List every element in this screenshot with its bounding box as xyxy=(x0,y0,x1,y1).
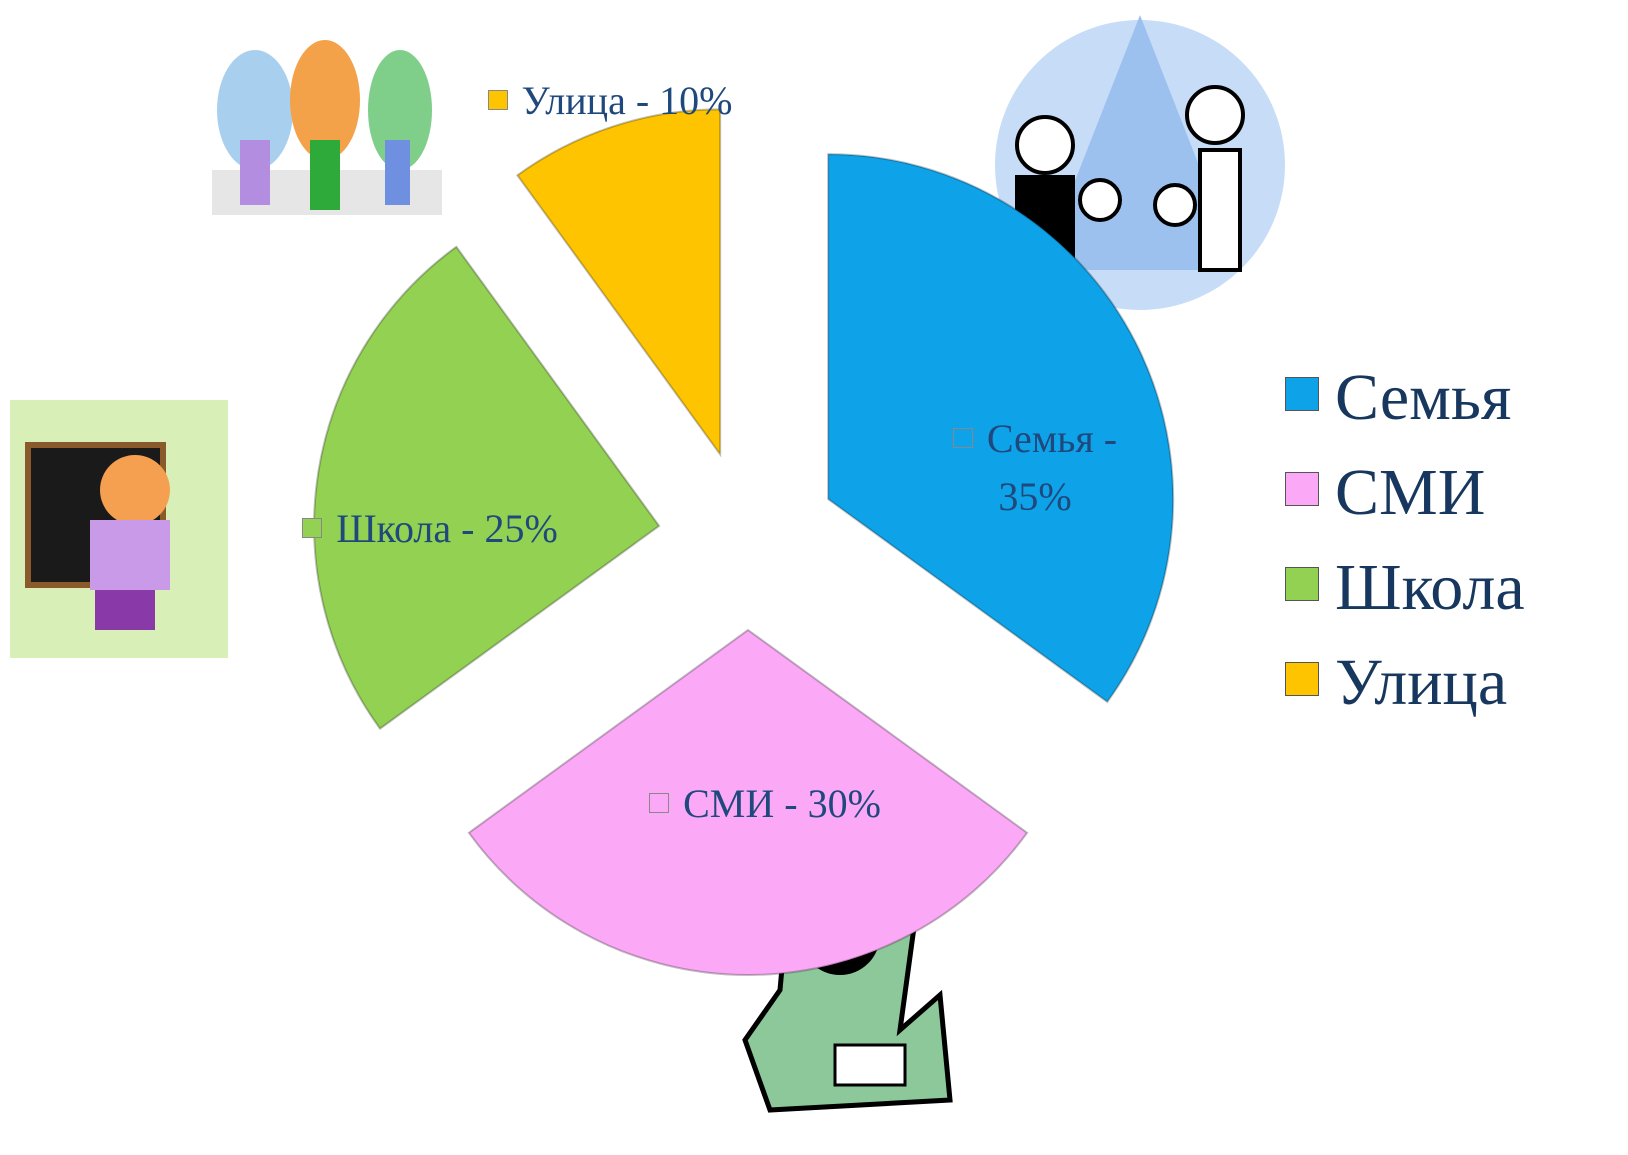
legend-entry: Улица xyxy=(1285,645,1507,721)
pie-slice xyxy=(467,628,1029,976)
data-label: Школа - 25% xyxy=(230,500,630,558)
label-marker xyxy=(487,90,508,110)
legend-label: СМИ xyxy=(1335,456,1486,529)
legend-marker xyxy=(1285,567,1319,601)
data-label-text: Семья - 35% xyxy=(986,416,1118,519)
street-picture xyxy=(212,40,442,215)
pie-slice xyxy=(827,153,1175,704)
legend-entry: Семья xyxy=(1285,360,1511,436)
legend-marker xyxy=(1285,377,1319,411)
school-picture xyxy=(10,400,228,658)
label-marker xyxy=(952,428,973,448)
legend-marker xyxy=(1285,662,1319,696)
legend-entry: Школа xyxy=(1285,550,1525,626)
data-label-text: Улица - 10% xyxy=(521,78,733,123)
label-marker xyxy=(302,518,323,538)
label-marker xyxy=(649,793,670,813)
legend-label: Улица xyxy=(1335,646,1508,719)
data-label: Улица - 10% xyxy=(410,72,810,130)
data-label-text: СМИ - 30% xyxy=(683,781,881,826)
pie-slice xyxy=(313,245,661,731)
data-label: Семья - 35% xyxy=(920,410,1150,526)
legend-label: Школа xyxy=(1335,551,1525,624)
pie-slice xyxy=(516,108,722,458)
data-label-text: Школа - 25% xyxy=(336,506,558,551)
legend-label: Семья xyxy=(1335,361,1512,434)
legend-marker xyxy=(1285,472,1319,506)
data-label: СМИ - 30% xyxy=(565,775,965,833)
legend-entry: СМИ xyxy=(1285,455,1485,531)
